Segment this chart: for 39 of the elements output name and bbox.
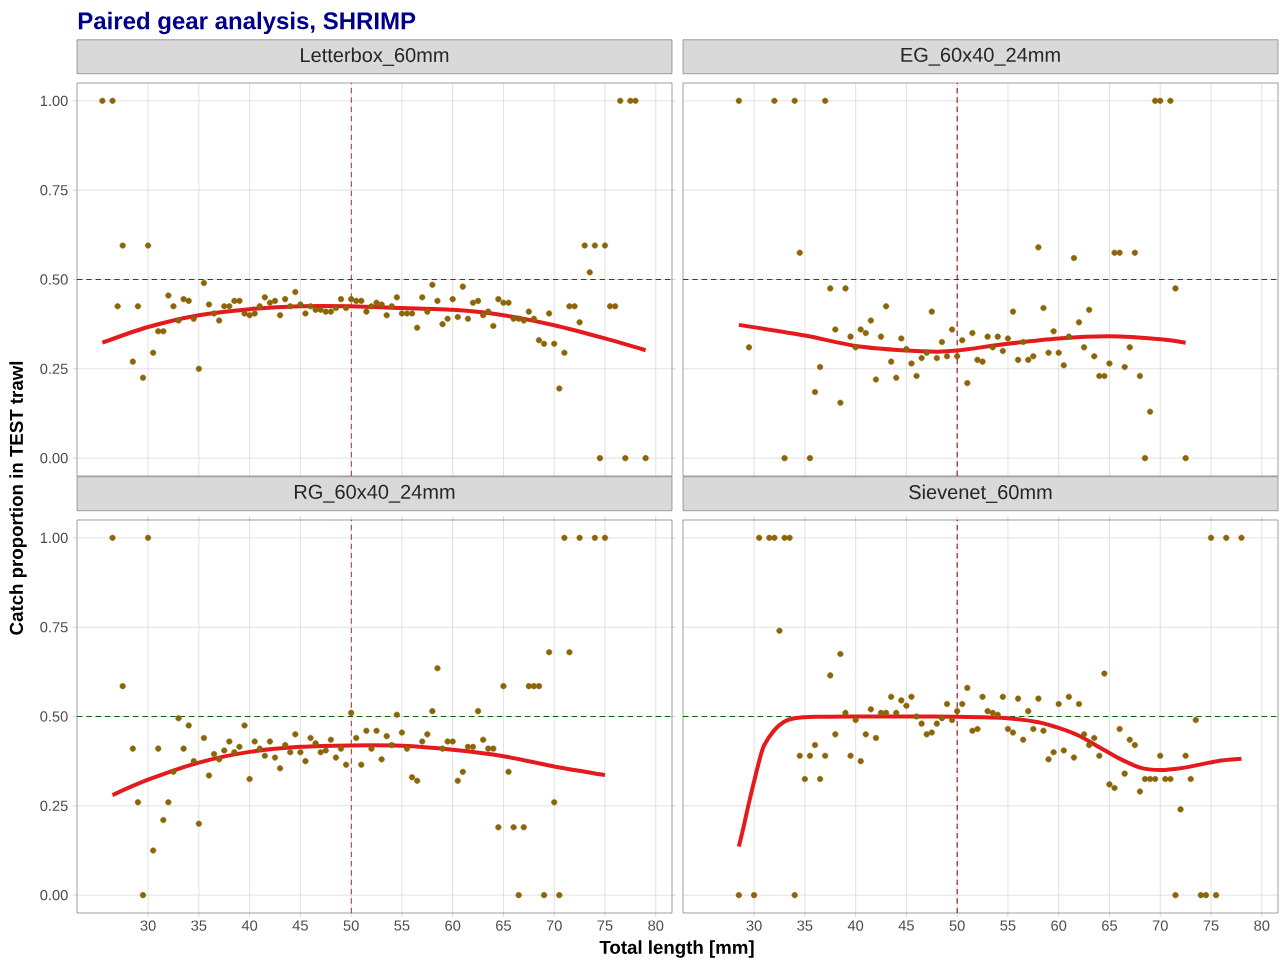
y-tick-label: 0.50 (40, 711, 68, 722)
x-tick-label: 50 (343, 920, 359, 931)
chart-title: Paired gear analysis, SHRIMP (78, 11, 416, 35)
x-tick-label: 60 (445, 920, 461, 931)
x-tick-label: 50 (949, 920, 965, 931)
chart-subtitle: Letterbox_60mm (301, 47, 449, 66)
x-tick-label: 70 (546, 920, 562, 931)
x-tick-label: 80 (648, 920, 664, 931)
y-tick-label: 0.00 (40, 452, 68, 464)
y-tick-label: 0.25 (40, 363, 68, 374)
y-tick-label: 0.25 (40, 800, 68, 812)
chart-subtitle: EG_60x40_24mm (901, 47, 1060, 66)
y-tick-label: 1.00 (40, 95, 68, 107)
x-tick-label: 70 (1152, 920, 1168, 931)
x-tick-label: 55 (1000, 920, 1016, 931)
x-tick-label: 60 (1051, 920, 1067, 931)
x-tick-label: 30 (140, 920, 156, 931)
x-tick-label: 35 (797, 920, 813, 931)
x-tick-label: 45 (898, 920, 914, 931)
x-axis-title: Total length [mm] (599, 940, 754, 958)
y-axis-title: Catch proportion in TEST trawl (9, 361, 27, 635)
chart-subtitle: RG_60x40_24mm (294, 484, 455, 503)
y-tick-label: 0.75 (40, 622, 68, 633)
x-tick-label: 45 (292, 920, 308, 931)
x-tick-label: 75 (1203, 920, 1219, 931)
chart-subtitle: Sievenet_60mm (909, 484, 1052, 503)
x-tick-label: 40 (241, 920, 258, 931)
x-tick-label: 40 (847, 920, 864, 931)
y-tick-label: 0.00 (40, 889, 68, 901)
x-tick-label: 80 (1254, 920, 1270, 931)
y-tick-label: 0.75 (40, 184, 68, 196)
x-tick-label: 65 (1102, 920, 1117, 931)
x-tick-label: 35 (191, 920, 207, 931)
y-tick-label: 1.00 (40, 532, 68, 544)
x-tick-label: 75 (597, 920, 613, 931)
y-tick-label: 0.50 (40, 274, 68, 285)
x-tick-label: 30 (746, 920, 762, 931)
x-tick-label: 65 (496, 920, 511, 931)
x-tick-label: 55 (394, 920, 410, 931)
